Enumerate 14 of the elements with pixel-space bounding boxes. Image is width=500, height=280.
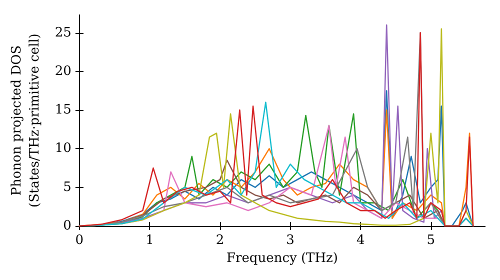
y-tick-label: 0 bbox=[63, 218, 72, 234]
x-tick-label: 1 bbox=[146, 233, 154, 248]
x-tick-label: 2 bbox=[216, 233, 224, 248]
x-tick-label: 3 bbox=[286, 233, 294, 248]
x-axis-title: Frequency (THz) bbox=[226, 250, 338, 266]
x-tick-label: 4 bbox=[356, 233, 365, 248]
y-axis-title: Phonon projected DOS (States/THz·primitive cell) bbox=[10, 33, 42, 208]
y-tick-label: 5 bbox=[63, 180, 72, 195]
y-tick-label: 15 bbox=[54, 102, 72, 118]
y-tick-label: 25 bbox=[54, 25, 72, 40]
y-tick-label: 20 bbox=[54, 64, 72, 79]
y-tick-label: 10 bbox=[54, 141, 72, 156]
x-tick-label: 5 bbox=[426, 233, 436, 248]
x-tick-label: 0 bbox=[75, 233, 84, 248]
